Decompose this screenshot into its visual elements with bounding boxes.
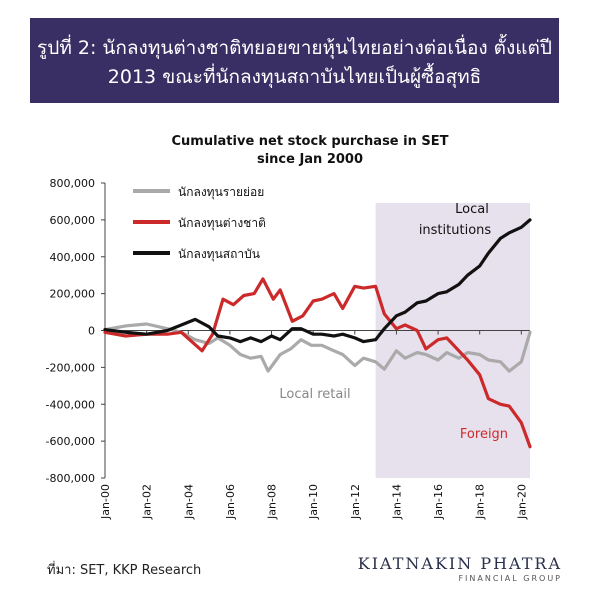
x-tick-label: Jan-10 bbox=[307, 484, 320, 520]
y-tick-label: -800,000 bbox=[46, 472, 95, 485]
header-banner: รูปที่ 2: นักลงทุนต่างชาติทยอยขายหุ้นไทย… bbox=[30, 18, 559, 103]
title-line-2: 2013 ขณะที่นักลงทุนสถาบันไทยเป็นผู้ซื้อส… bbox=[107, 66, 482, 88]
plot-area: 800,000 600,000 400,000 200,000 0 -200,000 -40… bbox=[46, 177, 532, 520]
x-tick-label: Jan-20 bbox=[515, 484, 528, 520]
y-tick-label: -600,000 bbox=[46, 435, 95, 448]
annotation-local: Local bbox=[455, 202, 489, 217]
x-tick-label: Jan-04 bbox=[182, 484, 195, 520]
source-note: ที่มา: SET, KKP Research bbox=[47, 563, 202, 578]
series-line-foreign bbox=[103, 277, 532, 449]
title-line-1: รูปที่ 2: นักลงทุนต่างชาติทยอยขายหุ้นไทย… bbox=[37, 37, 552, 59]
x-tick-label: Jan-00 bbox=[99, 484, 112, 520]
x-tick-label: Jan-12 bbox=[349, 484, 362, 520]
x-tick-label: Jan-06 bbox=[224, 484, 237, 520]
legend-label-institutions: นักลงทุนสถาบัน bbox=[178, 247, 260, 262]
annotation-foreign: Foreign bbox=[460, 427, 508, 442]
legend-label-retail: นักลงทุนรายย่อย bbox=[178, 185, 264, 200]
brand-logo: KIATNAKIN PHATRA FINANCIAL GROUP bbox=[358, 554, 562, 583]
x-tick-label: Jan-16 bbox=[432, 484, 445, 520]
chart-title: Cumulative net stock purchase in SET bbox=[171, 134, 448, 149]
y-tick-label: 800,000 bbox=[50, 177, 96, 190]
y-tick-label: 0 bbox=[88, 325, 95, 338]
y-tick-label: 600,000 bbox=[50, 214, 96, 227]
y-tick-label: 200,000 bbox=[50, 288, 96, 301]
chart-subtitle: since Jan 2000 bbox=[257, 152, 363, 167]
shaded-period bbox=[375, 203, 530, 478]
brand-name: KIATNAKIN PHATRA bbox=[357, 554, 562, 573]
y-tick-label: -200,000 bbox=[46, 361, 95, 374]
series-line-institutions bbox=[103, 218, 532, 344]
annotation-local-retail: Local retail bbox=[279, 387, 350, 402]
x-tick-label: Jan-08 bbox=[266, 484, 279, 520]
y-tick-label: 400,000 bbox=[50, 251, 96, 264]
x-tick-label: Jan-18 bbox=[474, 484, 487, 520]
x-tick-label: Jan-14 bbox=[390, 484, 403, 520]
brand-subtitle: FINANCIAL GROUP bbox=[458, 574, 562, 583]
x-tick-label: Jan-02 bbox=[141, 484, 154, 520]
y-tick-label: -400,000 bbox=[46, 398, 95, 411]
annotation-institutions: institutions bbox=[419, 223, 492, 238]
series-line-retail bbox=[103, 322, 532, 373]
legend-label-foreign: นักลงทุนต่างชาติ bbox=[178, 216, 266, 231]
